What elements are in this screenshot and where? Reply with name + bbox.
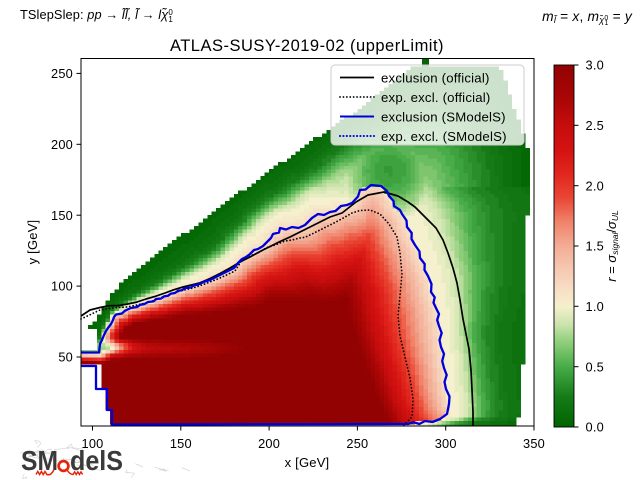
svg-text:1.5: 1.5	[586, 239, 604, 254]
svg-text:0.5: 0.5	[586, 359, 604, 374]
svg-text:exp. excl. (official): exp. excl. (official)	[381, 90, 491, 105]
svg-text:300: 300	[435, 436, 457, 451]
svg-text:350: 350	[523, 436, 545, 451]
svg-text:100: 100	[82, 436, 104, 451]
svg-text:150: 150	[51, 208, 73, 223]
svg-text:2.0: 2.0	[586, 178, 604, 193]
svg-text:1.0: 1.0	[586, 299, 604, 314]
svg-text:exp. excl. (SModelS): exp. excl. (SModelS)	[381, 129, 507, 144]
svg-text:200: 200	[258, 436, 280, 451]
svg-text:y [GeV]: y [GeV]	[25, 220, 40, 265]
svg-text:250: 250	[346, 436, 368, 451]
svg-text:ATLAS-SUSY-2019-02 (upperLimit: ATLAS-SUSY-2019-02 (upperLimit)	[170, 37, 444, 55]
svg-text:ml̃ = x, mχ̃01 = y: ml̃ = x, mχ̃0 1 = y	[542, 9, 633, 27]
svg-text:250: 250	[51, 66, 73, 81]
svg-text:delS: delS	[70, 445, 123, 476]
svg-text:exclusion (official): exclusion (official)	[381, 70, 490, 85]
svg-text:200: 200	[51, 137, 73, 152]
svg-text:0.0: 0.0	[586, 420, 604, 435]
svg-text:TSlepSlep: pp → l̃l̃, l̃ → lχ̃: TSlepSlep: pp → l̃l̃, l̃ → lχ̃0 1	[20, 7, 173, 24]
svg-text:100: 100	[51, 279, 73, 294]
svg-text:150: 150	[170, 436, 192, 451]
svg-text:50: 50	[58, 350, 73, 365]
svg-text:exclusion (SModelS): exclusion (SModelS)	[381, 109, 506, 124]
svg-text:SM: SM	[21, 445, 58, 476]
svg-text:x [GeV]: x [GeV]	[285, 455, 330, 470]
svg-text:2.5: 2.5	[586, 118, 604, 133]
svg-text:3.0: 3.0	[586, 58, 604, 73]
svg-text:r = σsignal/σUL: r = σsignal/σUL	[604, 210, 620, 282]
